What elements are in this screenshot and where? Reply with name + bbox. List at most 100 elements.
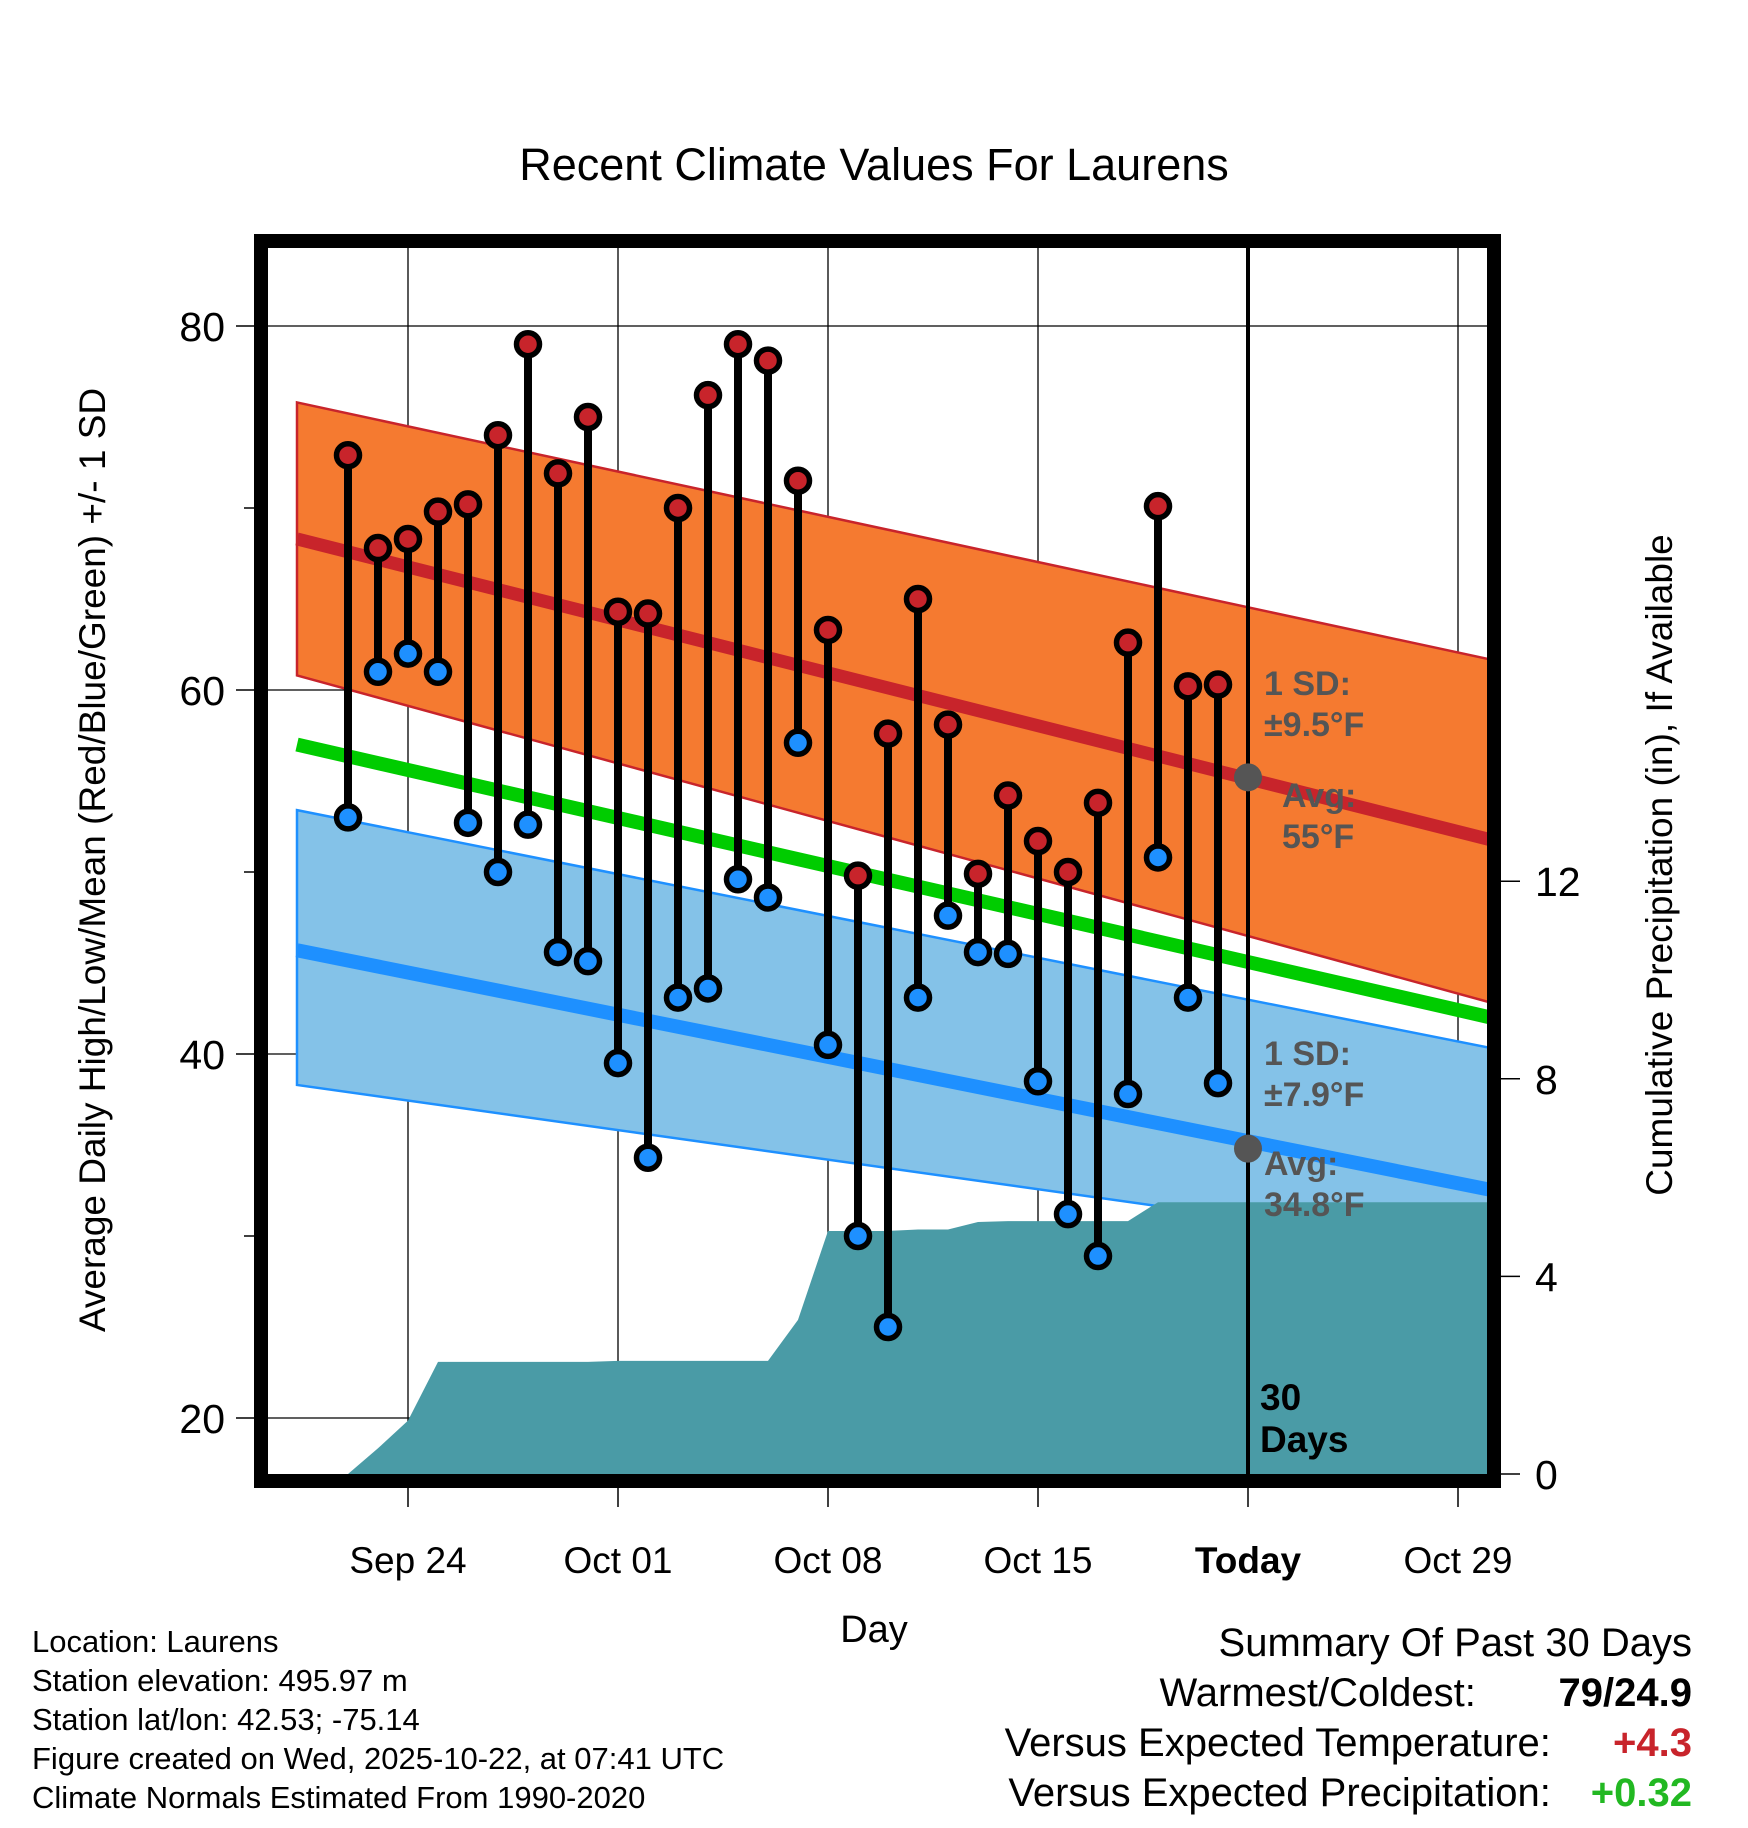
x-tick-label-37: Oct 29 bbox=[1404, 1540, 1513, 1581]
high-sd-annotation-line: 1 SD: bbox=[1264, 665, 1351, 703]
latlon-text: Station lat/lon: 42.53; -75.14 bbox=[32, 1702, 420, 1737]
low-sd-annotation-line: ±7.9°F bbox=[1264, 1076, 1364, 1114]
high-point bbox=[903, 584, 933, 614]
today-days-label-line: 30 bbox=[1260, 1377, 1301, 1418]
summary-temp-row: Versus Expected Temperature: +4.3 bbox=[1005, 1718, 1692, 1768]
low-point bbox=[873, 1312, 903, 1342]
normals-text: Climate Normals Estimated From 1990-2020 bbox=[32, 1780, 646, 1815]
high-avg-marker bbox=[1234, 763, 1262, 792]
high-point bbox=[573, 402, 603, 432]
low-avg-marker bbox=[1234, 1134, 1262, 1163]
low-point bbox=[483, 857, 513, 887]
high-point bbox=[1113, 628, 1143, 657]
high-point bbox=[723, 329, 753, 359]
high-point bbox=[513, 329, 543, 359]
precip-label: Versus Expected Precipitation: bbox=[1008, 1771, 1551, 1815]
summary-warmest-row: Warmest/Coldest: 79/24.9 bbox=[1005, 1668, 1693, 1718]
high-point bbox=[993, 781, 1023, 810]
low-avg-annotation-line: 34.8°F bbox=[1264, 1186, 1365, 1224]
low-point bbox=[933, 901, 963, 930]
today-days-label: 30 Days bbox=[1260, 1377, 1348, 1460]
x-axis-label: Day bbox=[840, 1609, 908, 1651]
low-point bbox=[1173, 983, 1203, 1012]
today-days-label-line: Days bbox=[1260, 1419, 1348, 1460]
low-point bbox=[1083, 1241, 1113, 1271]
low-avg-annotation-line: Avg: bbox=[1264, 1145, 1338, 1183]
precip-value: +0.32 bbox=[1590, 1771, 1692, 1815]
low-point bbox=[363, 657, 393, 687]
precip-area bbox=[345, 1202, 1487, 1474]
low-point bbox=[573, 946, 603, 976]
high-point bbox=[1203, 670, 1233, 699]
station-info: Location: Laurens Station elevation: 495… bbox=[32, 1622, 724, 1817]
low-point bbox=[603, 1048, 633, 1078]
y2-axis-label: Cumulative Precipitation (in), If Availa… bbox=[1639, 534, 1680, 1196]
low-point bbox=[453, 808, 483, 838]
high-point bbox=[1023, 826, 1053, 856]
high-point bbox=[393, 524, 423, 554]
low-point bbox=[333, 803, 363, 832]
high-point bbox=[783, 466, 813, 495]
low-point bbox=[963, 937, 993, 967]
low-point bbox=[903, 983, 933, 1012]
summary-panel: Summary Of Past 30 Days Warmest/Coldest:… bbox=[1005, 1618, 1692, 1818]
low-point bbox=[813, 1030, 843, 1060]
x-tick-label-23: Oct 15 bbox=[984, 1540, 1093, 1581]
plot-frame bbox=[254, 234, 1501, 1488]
low-point bbox=[543, 937, 573, 967]
x-tick-label-16: Oct 08 bbox=[774, 1540, 883, 1581]
high-point bbox=[663, 493, 693, 523]
low-point bbox=[993, 939, 1023, 969]
high-point bbox=[333, 440, 363, 470]
high-point bbox=[813, 615, 843, 645]
y-axis-label: Average Daily High/Low/Mean (Red/Blue/Gr… bbox=[72, 388, 113, 1332]
y-tick-label-40: 40 bbox=[179, 1032, 225, 1078]
high-point bbox=[423, 497, 453, 526]
low-point bbox=[663, 983, 693, 1012]
high-sd-annotation: 1 SD: ±9.5°F bbox=[1264, 665, 1364, 744]
y-tick-label-60: 60 bbox=[179, 668, 225, 714]
high-point bbox=[873, 719, 903, 748]
high-sd-annotation-line: ±9.5°F bbox=[1264, 706, 1364, 744]
high-point bbox=[1143, 491, 1173, 521]
low-point bbox=[843, 1221, 873, 1251]
created-text: Figure created on Wed, 2025-10-22, at 07… bbox=[32, 1741, 725, 1776]
high-point bbox=[1173, 672, 1203, 701]
low-point bbox=[693, 974, 723, 1003]
low-point bbox=[1203, 1068, 1233, 1098]
high-point bbox=[843, 861, 873, 890]
high-point bbox=[483, 420, 513, 450]
low-point bbox=[423, 657, 453, 687]
high-point bbox=[1083, 788, 1113, 818]
elevation-text: Station elevation: 495.97 m bbox=[32, 1663, 408, 1698]
low-point bbox=[783, 728, 813, 758]
y2-tick-label-12: 12 bbox=[1535, 859, 1581, 905]
chart-title: Recent Climate Values For Laurens bbox=[519, 139, 1229, 190]
high-point bbox=[753, 346, 783, 375]
low-point bbox=[1023, 1067, 1053, 1096]
summary-title: Summary Of Past 30 Days bbox=[1218, 1621, 1692, 1665]
low-point bbox=[723, 865, 753, 894]
x-tick-label-9: Oct 01 bbox=[564, 1540, 673, 1581]
low-point bbox=[393, 639, 423, 668]
high-avg-annotation-line: Avg: bbox=[1282, 777, 1356, 815]
low-point bbox=[1053, 1199, 1083, 1229]
y2-tick-label-0: 0 bbox=[1535, 1452, 1558, 1498]
high-point bbox=[633, 599, 663, 628]
high-point bbox=[543, 459, 573, 488]
high-avg-annotation: Avg: 55°F bbox=[1282, 777, 1356, 856]
low-sd-annotation-line: 1 SD: bbox=[1264, 1035, 1351, 1073]
warmest-label: Warmest/Coldest: bbox=[1159, 1671, 1476, 1715]
low-point bbox=[633, 1143, 663, 1172]
low-point bbox=[1113, 1079, 1143, 1109]
high-point bbox=[963, 859, 993, 889]
high-point bbox=[603, 597, 633, 626]
low-avg-annotation: Avg: 34.8°F bbox=[1264, 1145, 1365, 1224]
temp-label: Versus Expected Temperature: bbox=[1004, 1721, 1551, 1765]
high-point bbox=[363, 533, 393, 563]
low-point bbox=[753, 883, 783, 912]
x-tick-label-30: Today bbox=[1195, 1540, 1302, 1581]
y-tick-label-20: 20 bbox=[179, 1396, 225, 1442]
y-tick-label-80: 80 bbox=[179, 304, 225, 350]
summary-precip-row: Versus Expected Precipitation: +0.32 bbox=[1005, 1768, 1692, 1818]
